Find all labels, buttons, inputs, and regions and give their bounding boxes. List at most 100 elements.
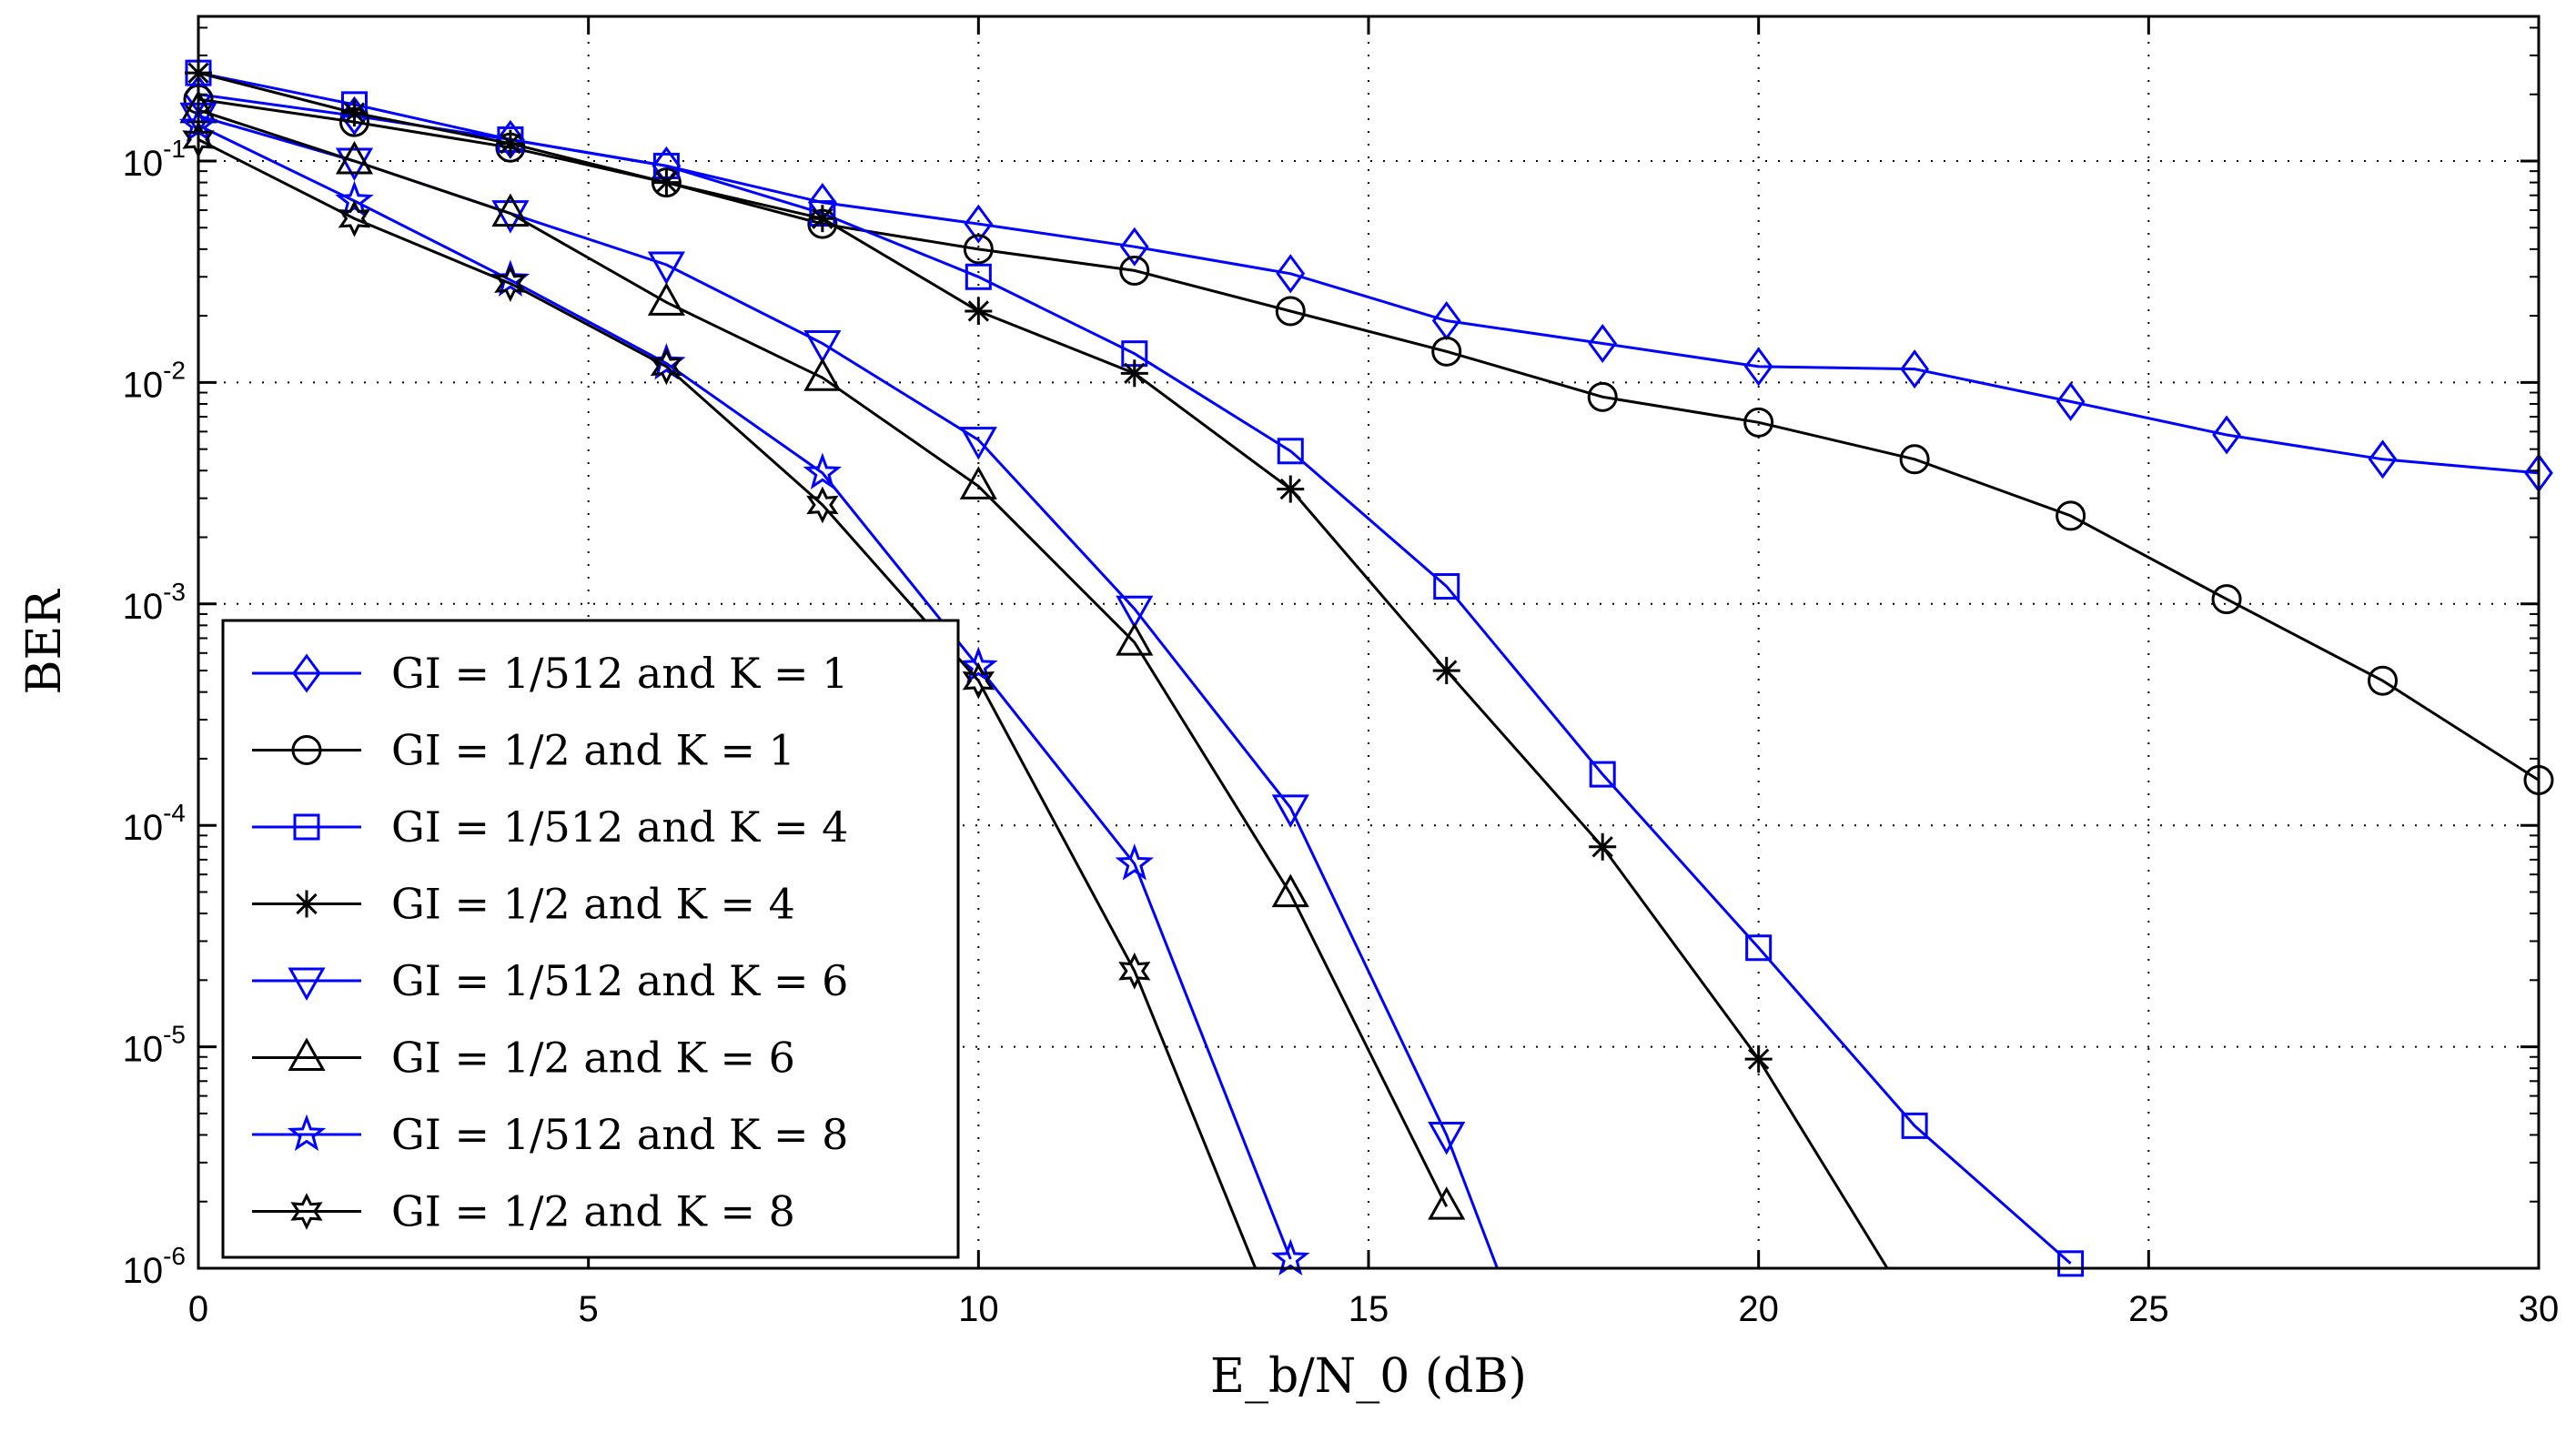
data-point [1428, 1121, 1466, 1155]
legend-label: GI = 1/2 and K = 1 [391, 726, 795, 775]
data-point [1431, 336, 1462, 367]
series-line [198, 97, 2539, 782]
data-point [959, 466, 997, 499]
data-point [1116, 622, 1154, 656]
series-line [198, 71, 1889, 1268]
data-point [335, 180, 374, 218]
series-line [198, 124, 1292, 1260]
x-tick-label: 10 [958, 1289, 999, 1329]
data-point [2368, 439, 2398, 479]
legend-marker [292, 653, 321, 693]
data-point [1589, 761, 1616, 788]
series-line [198, 138, 1258, 1268]
legend-entry: GI = 1/2 and K = 1 [252, 726, 795, 775]
data-point [962, 661, 995, 700]
legend-box [221, 619, 960, 1259]
data-point [1118, 952, 1151, 990]
data-point [496, 129, 524, 157]
data-point [650, 348, 683, 386]
legend-label: GI = 1/512 and K = 6 [391, 956, 848, 1005]
data-point [803, 452, 843, 490]
legend-marker [288, 967, 326, 1002]
data-point [803, 330, 842, 364]
legend-label: GI = 1/512 and K = 1 [391, 649, 848, 698]
data-point [335, 140, 374, 175]
x-tick-label: 30 [2519, 1289, 2560, 1329]
data-point [1277, 438, 1304, 465]
x-tick-label: 15 [1349, 1289, 1389, 1329]
data-point [1743, 347, 1773, 387]
data-point [2057, 1250, 2085, 1277]
data-point [1745, 934, 1773, 962]
legend-label: GI = 1/512 and K = 4 [391, 802, 848, 852]
legend-entry: GI = 1/2 and K = 4 [252, 880, 795, 929]
data-point [1270, 1238, 1310, 1276]
data-point [1900, 349, 1929, 389]
data-point [1428, 1186, 1466, 1220]
data-point [1119, 227, 1149, 267]
y-axis-label: BER [17, 588, 72, 694]
x-tick-label: 5 [579, 1289, 599, 1329]
legend-entry: GI = 1/2 and K = 8 [252, 1187, 795, 1236]
y-tick-label: 10-2 [123, 356, 186, 405]
series-6 [179, 89, 1466, 1220]
legend-entry: GI = 1/512 and K = 6 [252, 956, 848, 1005]
legend-label: GI = 1/512 and K = 8 [391, 1110, 848, 1159]
y-tick-label: 10-4 [123, 799, 186, 848]
y-tick-label: 10-1 [123, 135, 186, 184]
legend-entry: GI = 1/512 and K = 8 [252, 1110, 848, 1159]
data-point [1743, 407, 1774, 438]
legend-marker [290, 1193, 323, 1230]
data-point [964, 204, 994, 244]
data-point [1277, 475, 1305, 503]
data-point [2056, 381, 2086, 421]
data-point [959, 646, 998, 684]
data-point [647, 282, 685, 316]
legend-entry: GI = 1/512 and K = 4 [252, 802, 848, 852]
data-point [652, 168, 681, 197]
data-point [1271, 794, 1309, 828]
data-point [1433, 573, 1460, 600]
series-line [198, 108, 1449, 1207]
data-point [491, 200, 530, 234]
y-tick-label: 10-3 [123, 578, 186, 627]
data-point [803, 358, 842, 391]
legend-marker [288, 1037, 326, 1071]
series-4 [185, 59, 1889, 1268]
legend-label: GI = 1/2 and K = 4 [391, 880, 795, 929]
y-tick-label: 10-5 [123, 1021, 186, 1070]
data-point [647, 251, 685, 286]
data-point [959, 427, 997, 460]
data-point [1271, 873, 1309, 908]
data-point [1901, 1112, 1928, 1139]
legend: GI = 1/512 and K = 1 GI = 1/2 and K = 1 GI… [221, 619, 960, 1259]
y-tick-label: 10-6 [123, 1242, 186, 1291]
data-point [1589, 832, 1617, 861]
legend-marker [291, 735, 322, 765]
legend-label: GI = 1/2 and K = 6 [391, 1034, 795, 1083]
data-point [806, 486, 839, 524]
x-tick-label: 0 [188, 1289, 208, 1329]
x-tick-label: 20 [1738, 1289, 1779, 1329]
data-point [1432, 657, 1460, 685]
data-point [963, 234, 994, 265]
data-point [2056, 500, 2086, 531]
data-point [808, 205, 836, 233]
data-point [1899, 444, 1930, 475]
data-point [2368, 665, 2399, 696]
x-axis-label: E_b/N_0 (dB) [1210, 1349, 1527, 1404]
data-point [1120, 359, 1148, 388]
legend-marker [287, 1114, 327, 1152]
x-tick-label: 25 [2128, 1289, 2169, 1329]
data-point [2211, 584, 2242, 615]
data-point [494, 265, 527, 303]
data-point [965, 297, 993, 325]
data-point [340, 99, 369, 127]
legend-entry: GI = 1/512 and K = 1 [252, 649, 848, 698]
data-point [2212, 415, 2241, 455]
data-point [491, 193, 530, 227]
data-point [338, 199, 371, 237]
legend-label: GI = 1/2 and K = 8 [391, 1187, 795, 1236]
data-point [1744, 1045, 1773, 1074]
